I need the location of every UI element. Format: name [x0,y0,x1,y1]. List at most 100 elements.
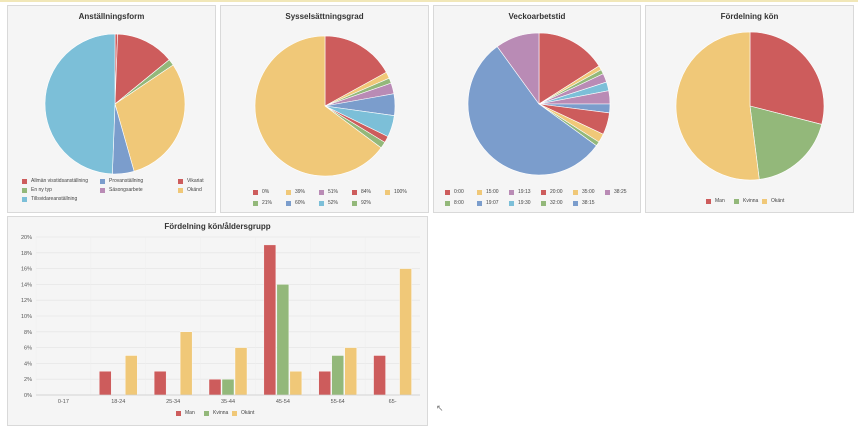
legend-swatch [605,189,610,195]
bar-kvinna-55-64[interactable] [331,355,344,396]
legend-item[interactable]: 35:00 [573,189,595,195]
legend-swatch [178,178,183,184]
legend-swatch [445,200,450,206]
legend-label: 100% [394,189,407,195]
legend-label: Man [185,410,195,416]
chart-title: Fördelning kön [720,12,779,21]
y-tick-label: 20% [21,235,32,241]
pie-slice-man[interactable] [749,31,825,125]
bar-man-18-24[interactable] [99,371,112,396]
legend-item[interactable]: 19:07 [477,200,499,206]
legend-item[interactable]: 0:00 [445,189,464,195]
legend-label: Kvinna [743,198,759,204]
y-tick-label: 16% [21,267,32,273]
bar-chart-kon-aldersgrupp: 0% 2% 4% 6% 8% 10% 12% 14% 16% 18% 20% 0-17 18-24 25-… [21,235,420,405]
pie-slice-84-[interactable] [324,35,387,107]
legend-label: 19:13 [518,189,531,195]
pie-slice-kvinna[interactable] [749,105,823,180]
bar-man-55-64[interactable] [318,371,331,396]
pie-slice-okänt[interactable] [675,31,760,181]
legend-label: 38:25 [614,189,627,195]
bar-kvinna-35-44[interactable] [221,378,235,396]
legend-item[interactable]: Okänt [762,198,784,204]
legend-swatch [573,189,578,195]
legend-label: Okänt [771,198,785,204]
bar-okänt-35-44[interactable] [234,347,248,396]
bar-man-45-54[interactable] [263,244,277,396]
legend-item[interactable]: 38:25 [605,189,627,195]
bar-man-35-44[interactable] [208,378,222,396]
legend-label: 92% [361,200,372,206]
legend-item[interactable]: 20:00 [541,189,563,195]
legend-item[interactable]: En ny typ [22,187,52,193]
bar-okänt-65-[interactable] [399,268,412,396]
legend-item[interactable]: 19:30 [509,200,531,206]
y-tick-label: 18% [21,251,32,257]
legend-swatch [204,410,209,416]
legend-item[interactable]: Man [706,198,725,204]
bar-okänt-18-24[interactable] [125,355,138,396]
bar-man-25-34[interactable] [153,371,167,396]
legend-item[interactable]: 39% [286,189,305,195]
pie-slice-20-00[interactable] [538,32,600,105]
legend-item[interactable]: 84% [352,189,371,195]
legend-item[interactable]: Tillsvidareanställning [22,196,77,202]
bar-okänt-55-64[interactable] [344,347,357,396]
pie-slice-okänd[interactable] [114,64,186,172]
legend-item[interactable]: 52% [319,200,338,206]
legend-item[interactable]: Kvinna [734,198,758,204]
legend-item[interactable]: 32:00 [541,200,563,206]
legend-item[interactable]: Allmän visstidsanställning [22,178,88,184]
legend-item[interactable]: 8:00 [445,200,464,206]
legend-label: Okänd [187,187,202,193]
legend-swatch [253,189,258,195]
legend: Man Kvinna Okänt [176,410,296,420]
legend-swatch [100,178,105,184]
legend-item[interactable]: Vikariat [178,178,204,184]
chart-title: Veckoarbetstid [508,12,566,21]
legend-item[interactable]: 19:13 [509,189,531,195]
legend-item[interactable]: 38:15 [573,200,595,206]
legend-item[interactable]: Okänt [232,410,254,416]
legend-swatch [253,200,258,206]
pie-slice-tillsvidareanställning[interactable] [44,33,116,175]
legend-item[interactable]: Kvinna [204,410,228,416]
bar-kvinna-45-54[interactable] [276,284,290,396]
legend-label: Okänt [241,410,255,416]
chart-title: Anställningsform [78,12,145,21]
legend-item[interactable]: 0% [253,189,269,195]
legend-item[interactable]: Man [176,410,195,416]
legend-item[interactable]: Säsongsarbete [100,187,143,193]
pie-slice-38-15[interactable] [467,46,597,176]
pie-slice-vikariat[interactable] [114,33,170,105]
bar-okänt-25-34[interactable] [179,331,193,396]
legend-swatch [509,200,514,206]
legend-label: 8:00 [454,200,464,206]
pie-slice-38-25[interactable] [496,32,540,105]
y-tick-label: 6% [24,346,32,352]
bar-man-65-[interactable] [373,355,386,396]
legend-label: Vikariat [187,178,204,184]
legend: 0:00 15:00 19:13 20:00 35:00 38:25 8:00 19:07 19… [445,189,641,211]
legend-swatch [706,198,711,204]
legend-label: 51% [328,189,339,195]
legend-swatch [22,187,27,193]
legend-item[interactable]: 15:00 [477,189,499,195]
legend-swatch [573,200,578,206]
legend-label: Tillsvidareanställning [31,196,78,202]
legend-item[interactable]: 92% [352,200,371,206]
legend-item[interactable]: 21% [253,200,272,206]
legend-swatch [477,200,482,206]
legend-swatch [445,189,450,195]
legend-item[interactable]: 60% [286,200,305,206]
legend-item[interactable]: 100% [385,189,407,195]
legend-swatch [509,189,514,195]
pie-chart-sysselsattningsgrad [254,35,396,177]
legend-label: 0% [262,189,270,195]
legend-label: 20:00 [550,189,563,195]
legend-item[interactable]: 51% [319,189,338,195]
bar-okänt-45-54[interactable] [289,371,303,396]
legend-item[interactable]: Provanställning [100,178,143,184]
pie-slice-100-[interactable] [254,35,382,177]
legend-item[interactable]: Okänd [178,187,202,193]
